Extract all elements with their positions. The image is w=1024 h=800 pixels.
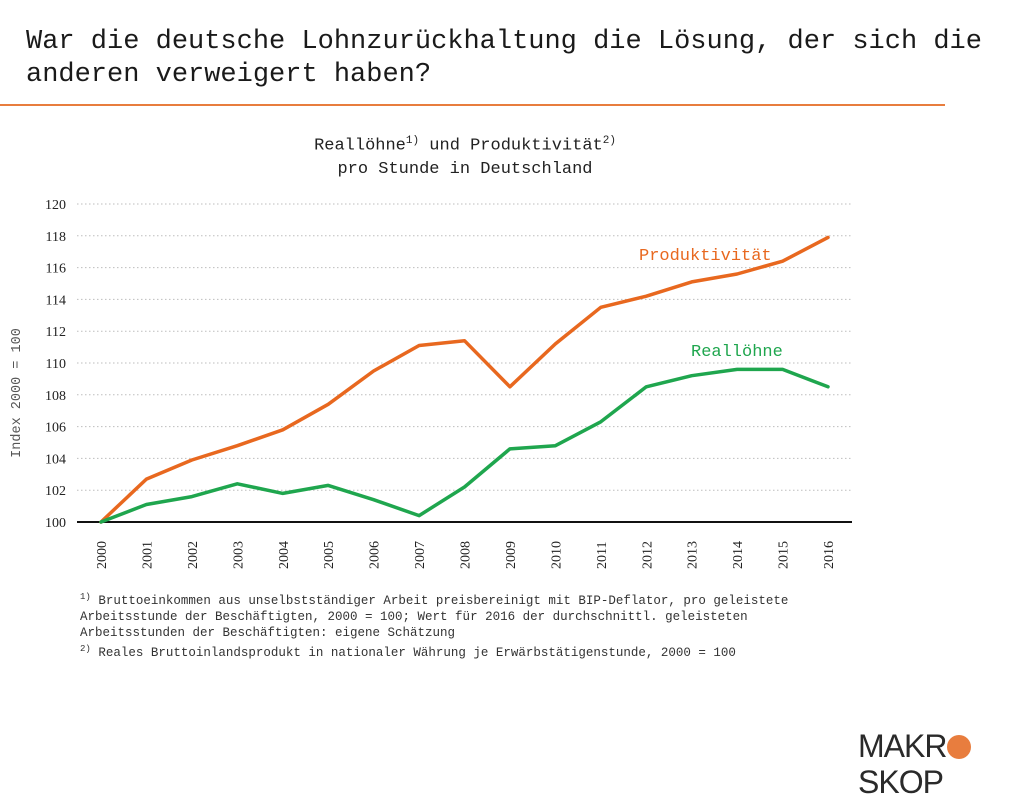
x-tick-label-2016: 2016 — [822, 541, 837, 569]
x-tick-label-2002: 2002 — [186, 541, 201, 569]
x-tick-label-2011: 2011 — [595, 542, 610, 569]
footnote-1-text: Bruttoeinkommen aus unselbstständiger Ar… — [91, 594, 789, 608]
makroskop-logo: MAKRSKOP — [858, 728, 1018, 764]
series-line-produktivitaet — [101, 237, 828, 522]
footnote-1-line3: Arbeitsstunden der Beschäftigten: eigene… — [80, 625, 840, 641]
footnote-1-line2: Arbeitsstunde der Beschäftigten, 2000 = … — [80, 609, 840, 625]
y-tick-label-100: 100 — [45, 516, 66, 531]
x-tick-label-2000: 2000 — [95, 541, 110, 569]
y-axis-label: Index 2000 = 100 — [10, 328, 25, 458]
slide-title: War die deutsche Lohnzurückhaltung die L… — [26, 26, 986, 92]
footnote-1-marker: 1) — [80, 592, 91, 602]
y-tick-label-106: 106 — [45, 421, 66, 436]
footnote-2-marker: 2) — [80, 644, 91, 654]
chart-title: Reallöhne1) und Produktivität2) pro Stun… — [240, 130, 690, 181]
series-line-realloehne — [101, 369, 828, 522]
x-tick-label-2006: 2006 — [368, 541, 383, 569]
logo-text-right: SKOP — [858, 764, 943, 800]
chart-title-reallohne: Reallöhne — [314, 137, 406, 156]
y-tick-label-110: 110 — [46, 357, 66, 372]
x-tick-label-2003: 2003 — [231, 541, 246, 569]
x-tick-label-2007: 2007 — [413, 541, 428, 569]
footnote-2-text: Reales Bruttoinlandsprodukt in nationale… — [91, 646, 736, 660]
y-tick-label-108: 108 — [45, 389, 66, 404]
y-tick-label-102: 102 — [45, 484, 66, 499]
y-tick-label-112: 112 — [46, 325, 66, 340]
y-tick-label-114: 114 — [46, 293, 66, 308]
series-label-realloehne: Reallöhne — [691, 343, 783, 362]
x-tick-label-2004: 2004 — [277, 541, 292, 569]
x-tick-label-2010: 2010 — [549, 541, 564, 569]
x-tick-label-2009: 2009 — [504, 541, 519, 569]
footnote-2-line1: 2) Reales Bruttoinlandsprodukt in nation… — [80, 641, 840, 661]
footnotes: 1) Bruttoeinkommen aus unselbstständiger… — [80, 589, 840, 661]
logo-text-left: MAKR — [858, 728, 946, 764]
chart-title-line1: Reallöhne1) und Produktivität2) — [240, 130, 690, 158]
y-tick-label-116: 116 — [46, 262, 66, 277]
line-chart: 100 102 104 106 108 110 112 114 116 118 120 2000 200… — [0, 180, 1024, 590]
x-tick-label-2013: 2013 — [686, 541, 701, 569]
title-divider — [0, 104, 945, 106]
y-tick-label-118: 118 — [46, 230, 66, 245]
x-tick-label-2012: 2012 — [640, 541, 655, 569]
x-tick-label-2001: 2001 — [140, 541, 155, 569]
series-label-produktivitaet: Produktivität — [639, 247, 772, 266]
footnote-1-line1: 1) Bruttoeinkommen aus unselbstständiger… — [80, 589, 840, 609]
x-tick-label-2008: 2008 — [459, 541, 474, 569]
x-tick-label-2014: 2014 — [731, 541, 746, 569]
chart-title-produktivitat: und Produktivität — [419, 137, 603, 156]
y-tick-label-104: 104 — [45, 452, 66, 467]
chart-title-line2: pro Stunde in Deutschland — [240, 158, 690, 181]
chart-title-footnote-2: 2) — [603, 135, 616, 147]
x-tick-label-2015: 2015 — [777, 541, 792, 569]
logo-dot-icon — [947, 735, 971, 759]
chart-title-footnote-1: 1) — [406, 135, 419, 147]
x-tick-label-2005: 2005 — [322, 541, 337, 569]
y-tick-label-120: 120 — [45, 198, 66, 213]
